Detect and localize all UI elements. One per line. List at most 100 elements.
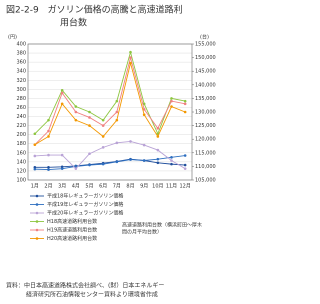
- point: [129, 50, 132, 54]
- point: [74, 105, 78, 108]
- x-tick-label: 10月: [152, 184, 163, 190]
- y2-tick-label: 130,000: [195, 110, 216, 116]
- annotation: 間の月平均台数）: [122, 229, 162, 236]
- series-line: [34, 155, 186, 171]
- point: [183, 167, 187, 170]
- y-tick-label: 340: [16, 69, 26, 75]
- point: [156, 161, 160, 165]
- series-line: [34, 158, 186, 168]
- point: [183, 163, 187, 167]
- y2-tick-label: 150,000: [195, 55, 216, 61]
- x-tick-label: 11月: [166, 184, 177, 190]
- point: [60, 91, 64, 95]
- point: [142, 159, 146, 162]
- chart-title: 用台数: [60, 17, 87, 29]
- point: [156, 127, 160, 130]
- point: [170, 97, 173, 100]
- point: [183, 110, 187, 114]
- point: [60, 167, 64, 170]
- y2-tick-label: 110,000: [195, 164, 216, 170]
- x-tick-label: 6月: [99, 184, 107, 190]
- y2-tick-label: 145,000: [195, 69, 216, 75]
- point: [183, 154, 187, 157]
- y-tick-label: 200: [16, 132, 26, 138]
- y-axis-label: (円): [8, 35, 17, 41]
- point: [88, 163, 91, 167]
- point: [47, 129, 50, 133]
- point: [47, 153, 50, 157]
- point: [101, 118, 105, 122]
- y-tick-label: 320: [16, 78, 26, 84]
- point: [74, 165, 78, 168]
- series-line: [34, 62, 186, 146]
- point: [183, 102, 187, 106]
- x-tick-label: 8月: [126, 184, 134, 190]
- x-tick-label: 7月: [113, 184, 121, 190]
- point: [101, 162, 105, 166]
- y-tick-label: 400: [16, 42, 26, 48]
- point: [156, 148, 160, 152]
- point: [142, 107, 146, 111]
- y-tick-label: 280: [16, 96, 26, 102]
- point: [60, 165, 64, 169]
- point: [183, 99, 187, 103]
- y2-tick-label: 125,000: [195, 123, 216, 129]
- point: [129, 56, 132, 59]
- source: 資料：中日本高速道路株式会社調べ、(財）日本エネルギー: [6, 282, 164, 290]
- legend-marker: [35, 228, 39, 232]
- point: [115, 160, 119, 164]
- y-tick-label: 100: [16, 178, 26, 184]
- y2-tick-label: 120,000: [195, 137, 216, 143]
- legend-marker: [35, 203, 39, 206]
- point: [142, 102, 146, 106]
- legend-label: 平成20年レギュラーガソリン価格: [47, 210, 123, 217]
- y-tick-label: 220: [16, 123, 26, 129]
- point: [170, 105, 173, 108]
- y-tick-label: 360: [16, 60, 26, 66]
- point: [33, 166, 37, 169]
- point: [115, 110, 119, 114]
- x-tick-label: 2月: [44, 184, 52, 190]
- point: [47, 118, 50, 122]
- point: [129, 140, 132, 143]
- x-tick-label: 3月: [58, 184, 66, 190]
- point: [156, 135, 160, 138]
- series-line: [34, 141, 186, 170]
- point: [88, 124, 91, 127]
- y-tick-label: 140: [16, 159, 26, 165]
- point: [170, 162, 173, 166]
- y2-tick-label: 105,000: [195, 178, 216, 184]
- point: [142, 113, 146, 117]
- point: [88, 152, 91, 156]
- x-tick-label: 1月: [31, 184, 39, 190]
- point: [88, 110, 91, 114]
- legend-label: H19高速道路利用台数: [47, 227, 97, 234]
- y-tick-label: 180: [16, 141, 26, 147]
- point: [33, 143, 37, 146]
- point: [170, 99, 173, 103]
- y-tick-label: 160: [16, 150, 26, 156]
- x-tick-label: 12月: [179, 184, 190, 190]
- point: [74, 110, 78, 114]
- point: [170, 159, 173, 162]
- point: [88, 116, 91, 119]
- point: [47, 168, 50, 171]
- point: [60, 88, 64, 92]
- legend-label: H20高速道路利用台数: [47, 235, 97, 242]
- y-tick-label: 380: [16, 51, 26, 57]
- point: [156, 157, 160, 161]
- point: [60, 102, 64, 106]
- source: 経済研究所石油情報センター資料より環境省作成: [26, 291, 158, 299]
- legend-marker: [35, 211, 39, 215]
- plot-frame: [27, 43, 193, 181]
- legend-marker: [35, 194, 39, 198]
- legend-marker: [35, 237, 39, 240]
- point: [33, 154, 37, 158]
- point: [47, 135, 50, 138]
- point: [129, 158, 132, 161]
- legend-label: 平成18年レギュラーガソリン価格: [47, 193, 123, 200]
- annotation: 高速道路利用台数（横浜町田～厚木: [122, 222, 202, 229]
- y2-axis-label: (台): [200, 34, 209, 41]
- x-tick-label: 9月: [140, 184, 148, 190]
- legend-label: 平成19年レギュラーガソリン価格: [47, 201, 123, 208]
